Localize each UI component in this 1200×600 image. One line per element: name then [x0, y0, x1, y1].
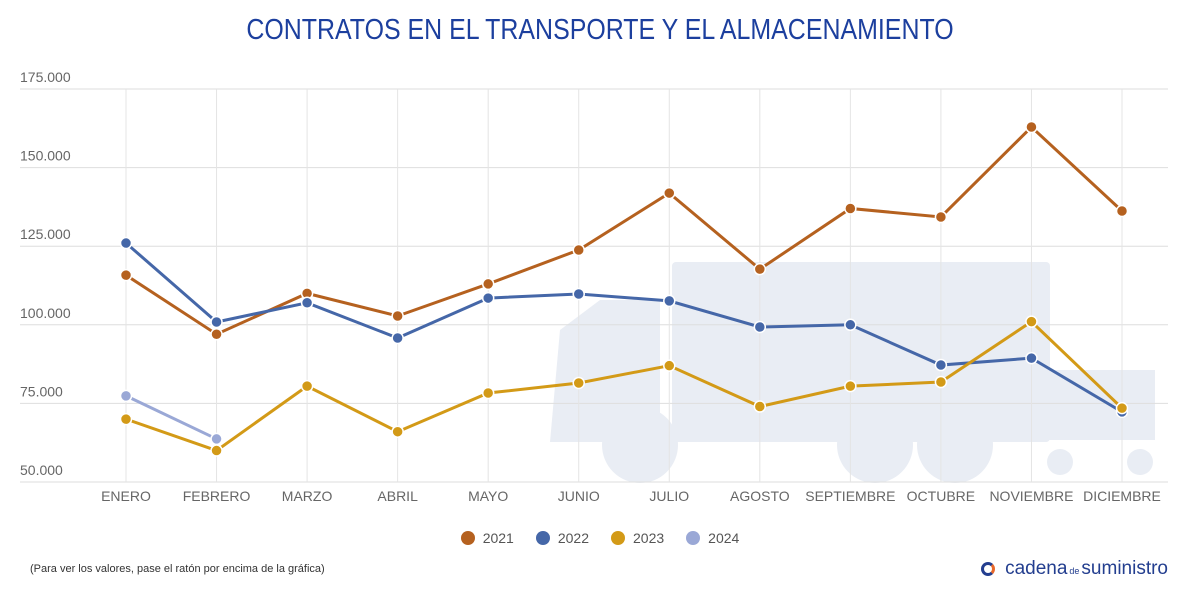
truck-watermark [550, 262, 1155, 483]
data-point-2021[interactable] [1025, 120, 1038, 134]
data-point-2021[interactable] [481, 277, 495, 291]
data-point-2022[interactable] [934, 358, 948, 372]
x-tick-label: ENERO [101, 488, 151, 504]
data-point-2023[interactable] [210, 444, 223, 457]
y-tick-label: 125.000 [20, 226, 71, 242]
logo-icon [981, 562, 996, 576]
data-point-2024[interactable] [210, 432, 223, 446]
series-line-2021 [125, 124, 1124, 336]
data-point-2023[interactable] [391, 425, 404, 438]
legend: 2021 2022 2023 2024 [0, 530, 1200, 546]
data-point-2022[interactable] [481, 291, 495, 305]
data-point-2021[interactable] [210, 327, 223, 341]
data-point-2022[interactable] [119, 236, 133, 250]
data-point-2022[interactable] [844, 318, 857, 332]
series-line-2023 [125, 319, 1124, 453]
series-line-2022 [125, 241, 1123, 414]
data-point-2023[interactable] [119, 412, 133, 426]
legend-label: 2023 [633, 530, 665, 546]
x-tick-label: SEPTIEMBRE [805, 488, 895, 504]
x-tick-label: MARZO [282, 488, 333, 504]
legend-label: 2024 [708, 530, 740, 546]
legend-label: 2022 [557, 530, 589, 546]
data-point-2022[interactable] [300, 296, 314, 310]
data-point-2024[interactable] [119, 389, 133, 403]
data-point-2021[interactable] [1115, 204, 1129, 218]
data-point-2021[interactable] [753, 262, 767, 276]
legend-swatch [611, 531, 625, 545]
data-point-2023[interactable] [934, 375, 948, 389]
x-tick-label: ABRIL [377, 488, 418, 504]
logo-text-3: suministro [1081, 558, 1168, 579]
series-line-2024 [125, 394, 218, 441]
data-point-2023[interactable] [844, 379, 857, 393]
legend-swatch [686, 531, 701, 545]
legend-swatch [460, 531, 475, 545]
data-point-2022[interactable] [572, 287, 585, 301]
chart-title: CONTRATOS EN EL TRANSPORTE Y EL ALMACENA… [246, 14, 954, 46]
x-tick-label: NOVIEMBRE [989, 488, 1073, 504]
x-tick-label: AGOSTO [730, 488, 790, 504]
logo-text-2: de [1069, 566, 1080, 576]
y-tick-label: 75.000 [20, 383, 63, 399]
y-tick-label: 175.000 [20, 69, 71, 85]
x-tick-label: FEBRERO [183, 488, 251, 504]
data-point-2023[interactable] [663, 359, 676, 372]
data-point-2023[interactable] [572, 376, 585, 390]
data-point-2021[interactable] [934, 210, 948, 224]
x-tick-label: DICIEMBRE [1083, 488, 1161, 504]
brand-logo: cadena de suministro [981, 558, 1168, 580]
hover-note: (Para ver los valores, pase el ratón por… [30, 563, 325, 575]
data-point-2023[interactable] [753, 400, 767, 413]
data-point-2021[interactable] [119, 268, 133, 282]
data-point-2023[interactable] [481, 386, 495, 400]
data-point-2021[interactable] [572, 243, 585, 257]
data-point-2022[interactable] [210, 315, 223, 329]
data-point-2022[interactable] [391, 331, 404, 345]
legend-item-2021[interactable]: 2021 [460, 530, 514, 546]
legend-label: 2021 [482, 530, 514, 546]
y-tick-label: 150.000 [20, 148, 71, 164]
data-point-2023[interactable] [300, 379, 314, 393]
line-chart[interactable]: 50.000 75.000 100.000 125.000 150.000 175.000… [0, 0, 1200, 520]
data-point-2021[interactable] [663, 186, 676, 200]
data-point-2021[interactable] [391, 309, 404, 323]
x-tick-label: JULIO [649, 488, 689, 504]
data-point-2021[interactable] [844, 202, 857, 215]
y-tick-label: 50.000 [20, 462, 63, 478]
data-point-2023[interactable] [1115, 401, 1129, 415]
logo-text-1: cadena [1005, 558, 1068, 579]
x-tick-label: JUNIO [558, 488, 600, 504]
x-tick-label: MAYO [468, 488, 508, 504]
legend-swatch [535, 531, 550, 545]
data-point-2023[interactable] [1025, 315, 1038, 328]
data-point-2022[interactable] [1025, 351, 1038, 365]
y-tick-label: 100.000 [20, 305, 71, 321]
x-tick-label: OCTUBRE [907, 488, 975, 504]
data-point-2022[interactable] [753, 320, 767, 334]
legend-item-2024[interactable]: 2024 [686, 530, 739, 546]
legend-item-2023[interactable]: 2023 [611, 530, 664, 546]
legend-item-2022[interactable]: 2022 [535, 530, 589, 546]
data-point-2022[interactable] [663, 294, 676, 308]
